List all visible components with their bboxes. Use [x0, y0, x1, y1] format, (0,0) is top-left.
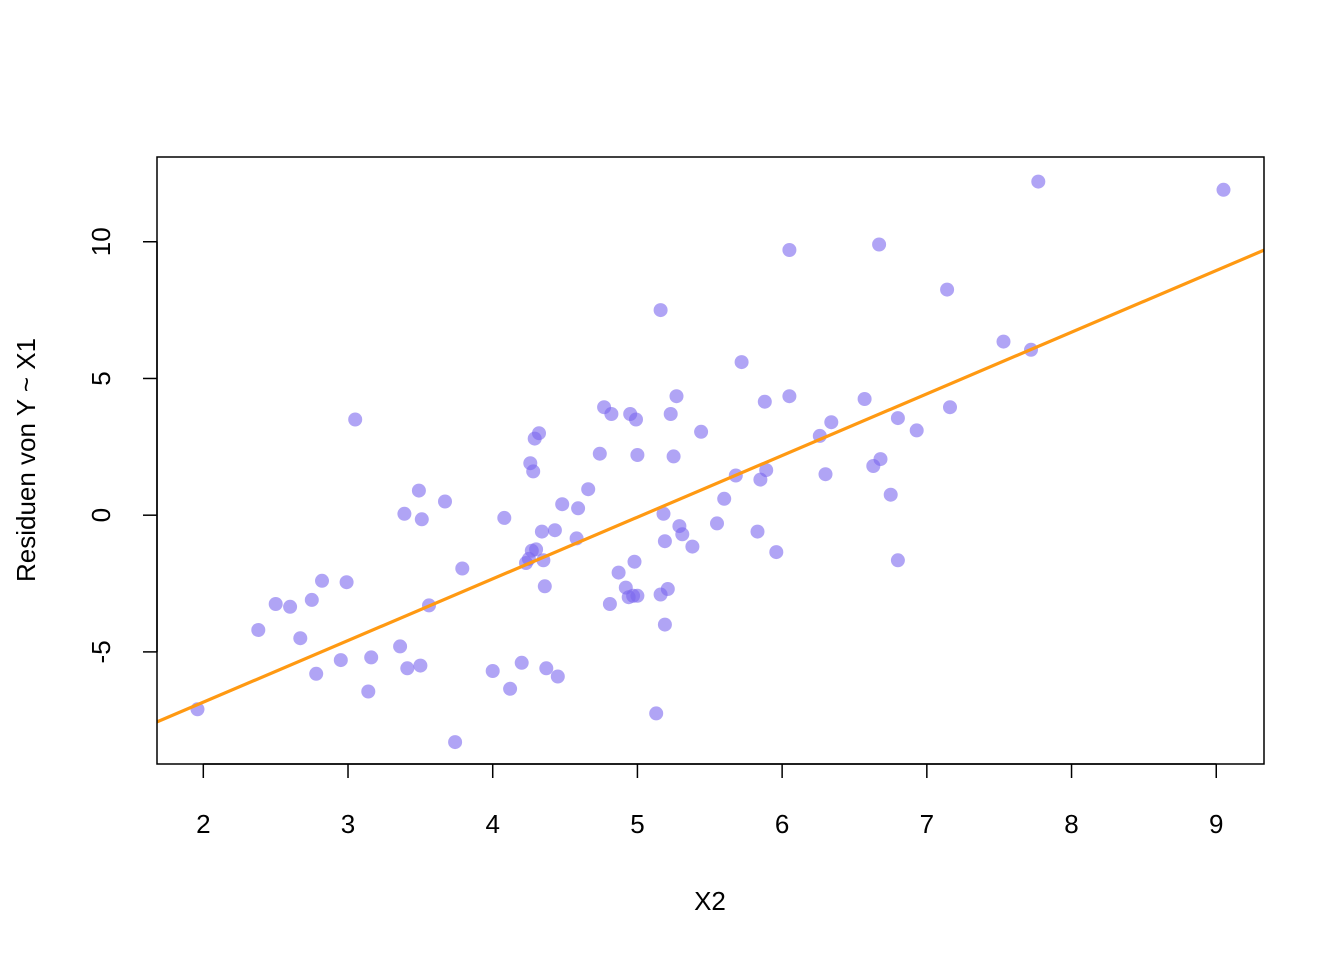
- data-point: [630, 588, 645, 603]
- data-point: [782, 389, 797, 404]
- data-point: [909, 423, 924, 438]
- y-tick-label: 5: [86, 371, 116, 385]
- data-point: [660, 582, 675, 596]
- data-point: [890, 553, 905, 568]
- data-point: [448, 735, 463, 750]
- x-axis: 2 3 4 5 6 7 8 9: [196, 763, 1223, 839]
- data-point: [750, 524, 765, 539]
- data-point: [251, 623, 266, 637]
- data-point: [883, 487, 898, 502]
- data-point: [414, 512, 429, 527]
- data-point: [649, 706, 664, 721]
- data-point: [611, 565, 626, 580]
- data-point: [534, 524, 549, 539]
- data-point: [348, 412, 363, 427]
- data-point: [393, 639, 408, 654]
- data-point: [943, 400, 957, 415]
- data-point: [890, 411, 905, 426]
- y-tick-label: 0: [86, 508, 116, 522]
- data-point: [657, 617, 672, 632]
- data-point: [592, 446, 607, 461]
- data-point: [304, 592, 319, 607]
- data-point: [1216, 182, 1231, 197]
- data-point: [694, 424, 709, 439]
- data-point: [438, 494, 452, 509]
- data-point: [485, 664, 500, 678]
- data-point: [315, 573, 329, 588]
- data-point: [537, 579, 552, 594]
- data-point: [824, 415, 839, 430]
- data-point: [364, 650, 379, 665]
- data-point: [293, 631, 308, 646]
- x-tick-label: 9: [1209, 809, 1223, 839]
- data-point: [675, 527, 690, 542]
- data-point: [710, 516, 724, 531]
- data-point: [602, 597, 617, 611]
- data-point: [339, 575, 354, 590]
- data-point: [653, 303, 668, 318]
- data-point: [666, 449, 681, 464]
- y-axis-title: Residuen von Y ~ X1: [11, 338, 41, 582]
- regression-line: [157, 248, 1264, 724]
- data-point: [529, 542, 544, 557]
- data-point: [663, 407, 678, 421]
- data-point: [669, 389, 684, 404]
- x-tick-label: 8: [1064, 809, 1078, 839]
- data-point: [782, 243, 797, 257]
- data-point: [547, 523, 562, 538]
- data-point: [734, 355, 749, 370]
- data-point: [717, 491, 732, 506]
- x-tick-label: 3: [341, 809, 355, 839]
- data-point: [555, 497, 570, 512]
- data-point: [413, 658, 428, 673]
- data-point: [1031, 174, 1046, 189]
- x-tick-label: 5: [630, 809, 644, 839]
- data-point: [630, 448, 645, 462]
- data-point: [503, 681, 518, 696]
- data-point: [550, 669, 565, 684]
- data-point: [497, 510, 512, 525]
- data-point: [759, 463, 774, 478]
- data-point: [411, 483, 426, 498]
- x-tick-label: 4: [485, 809, 499, 839]
- data-point: [571, 501, 586, 516]
- data-point: [514, 655, 529, 670]
- data-point: [873, 452, 888, 467]
- data-point: [685, 539, 700, 554]
- data-point: [857, 392, 872, 406]
- data-point: [604, 407, 619, 421]
- data-point: [361, 684, 376, 699]
- data-point: [657, 534, 672, 549]
- data-point: [757, 394, 772, 409]
- data-point: [526, 464, 541, 479]
- data-point: [629, 412, 643, 427]
- x-tick-label: 7: [920, 809, 934, 839]
- data-point: [627, 554, 642, 569]
- data-point: [769, 545, 784, 560]
- data-point: [940, 282, 955, 297]
- data-point: [455, 561, 470, 576]
- x-tick-label: 6: [775, 809, 789, 839]
- data-point: [872, 237, 887, 252]
- y-tick-label: -5: [86, 640, 116, 663]
- data-point: [400, 661, 415, 676]
- y-tick-label: 10: [86, 227, 116, 256]
- data-point: [532, 426, 546, 441]
- data-point: [656, 506, 671, 521]
- data-point: [283, 599, 298, 614]
- data-point: [309, 666, 324, 681]
- x-tick-label: 2: [196, 809, 210, 839]
- data-point: [397, 506, 412, 521]
- data-point: [996, 334, 1011, 349]
- y-axis: -5 0 5 10: [86, 227, 158, 663]
- data-point: [333, 653, 348, 668]
- data-point: [268, 597, 283, 611]
- data-point: [539, 661, 554, 676]
- data-point: [818, 467, 833, 482]
- data-point: [581, 482, 596, 497]
- x-axis-title: X2: [694, 886, 726, 916]
